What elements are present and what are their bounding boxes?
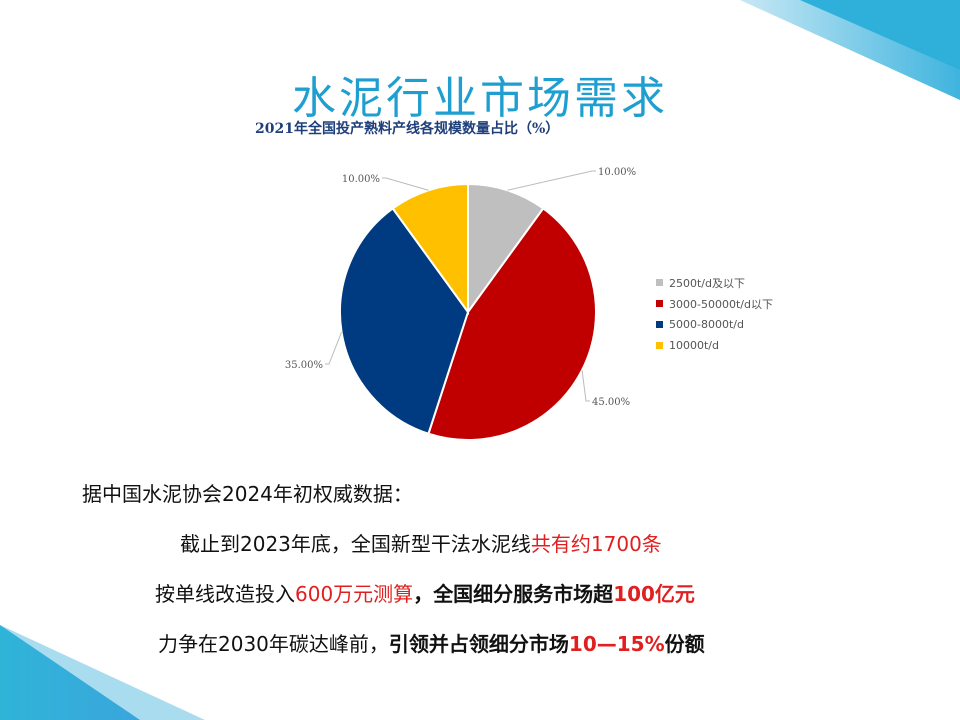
data-label: 10.00% xyxy=(598,167,636,178)
text-line-4: 力争在2030年碳达峰前，引领并占领细分市场10—15%份额 xyxy=(158,632,705,656)
legend-item: 2500t/d及以下 xyxy=(656,272,773,293)
chart-title: 2021年全国投产熟料产线各规模数量占比（%） xyxy=(255,121,560,137)
legend-item: 10000t/d xyxy=(656,335,773,356)
leader-line xyxy=(382,177,429,191)
pie-slice xyxy=(427,207,597,441)
pie-slice xyxy=(467,182,545,316)
text-line-3: 按单线改造投入600万元测算，全国细分服务市场超100亿元 xyxy=(155,582,695,606)
leader-line xyxy=(325,331,343,365)
data-label: 35.00% xyxy=(285,360,323,371)
data-label: 45.00% xyxy=(592,397,630,408)
legend-swatch xyxy=(656,279,663,286)
legend-item: 3000-50000t/d以下 xyxy=(656,293,773,314)
legend-swatch xyxy=(656,321,663,328)
text-line-1: 据中国水泥协会2024年初权威数据： xyxy=(82,482,413,506)
leader-line xyxy=(581,370,590,402)
legend-item: 5000-8000t/d xyxy=(656,314,773,335)
data-label: 10.00% xyxy=(342,174,380,185)
text-line-2: 截止到2023年底，全国新型干法水泥线共有约1700条 xyxy=(180,532,662,556)
pie-slice xyxy=(391,182,469,316)
legend: 2500t/d及以下 3000-50000t/d以下 5000-8000t/d … xyxy=(656,272,773,356)
page-title: 水泥行业市场需求 xyxy=(292,73,668,124)
leader-line xyxy=(507,170,596,191)
legend-swatch xyxy=(656,342,663,349)
legend-swatch xyxy=(656,300,663,307)
